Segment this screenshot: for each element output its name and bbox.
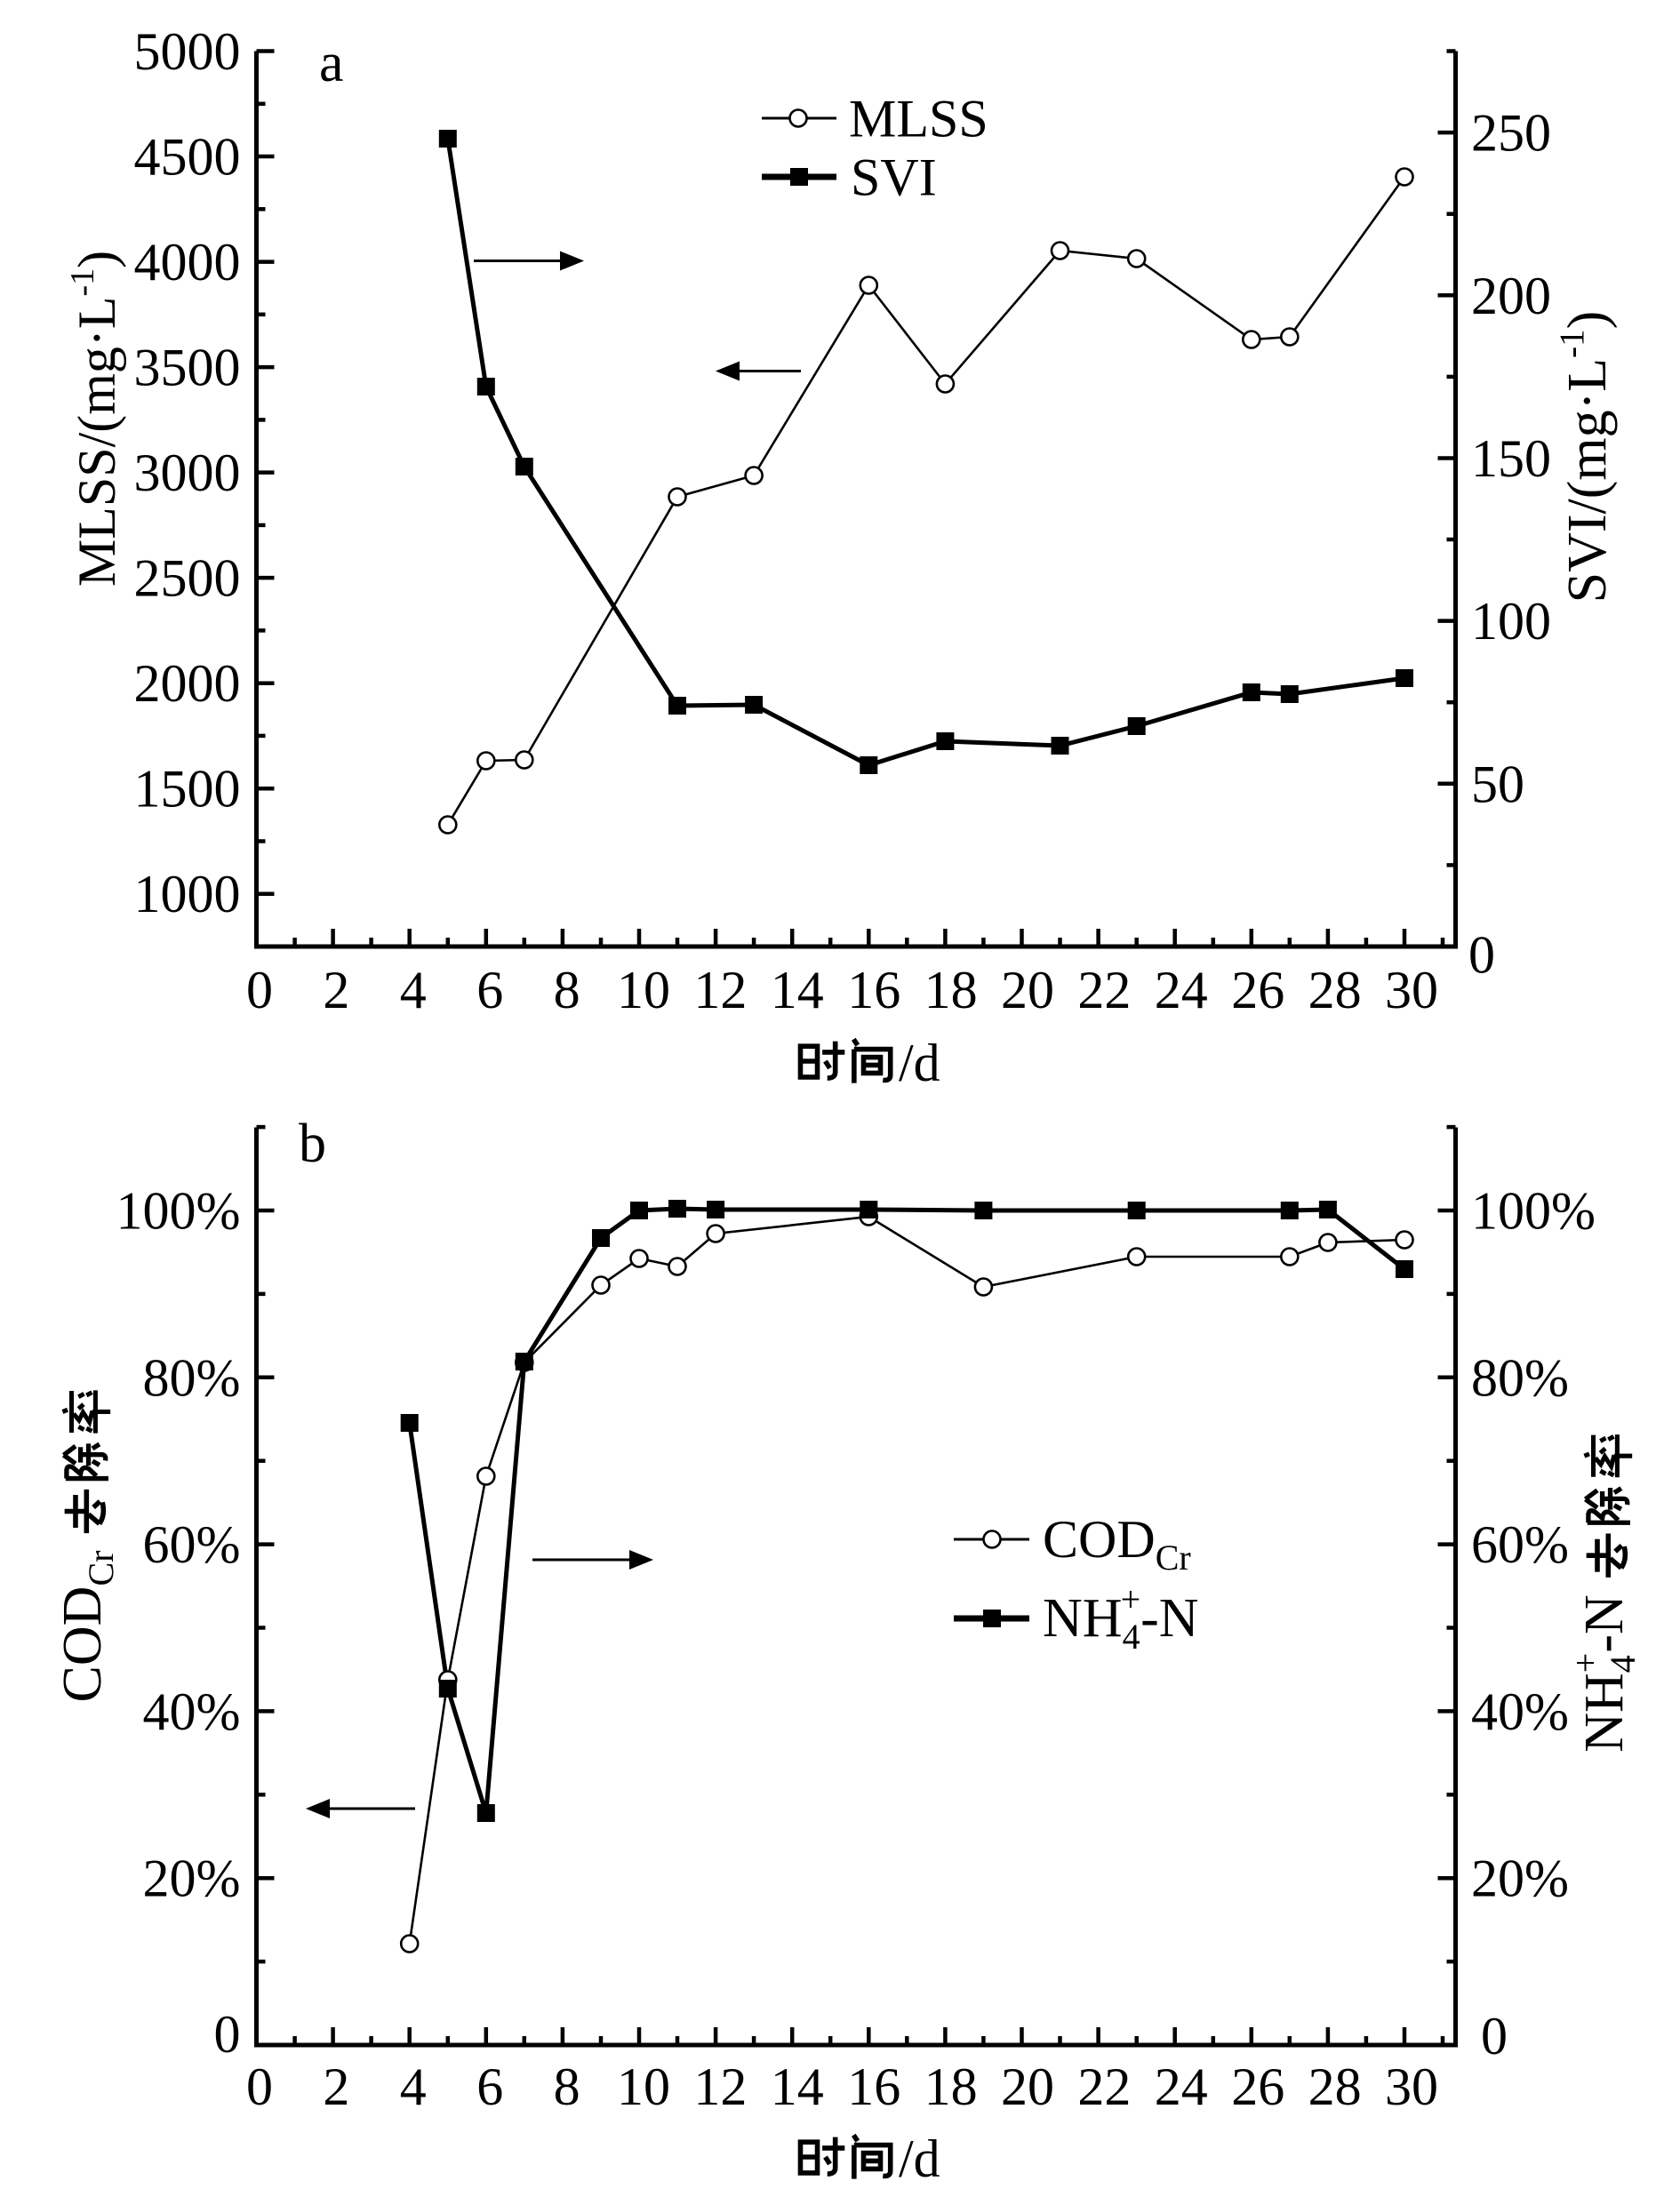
svg-text:3500: 3500 <box>134 339 241 397</box>
svg-text:2: 2 <box>323 961 349 1019</box>
svg-text:100%: 100% <box>1471 1182 1596 1241</box>
svg-text:26: 26 <box>1231 2057 1284 2116</box>
svg-text:1500: 1500 <box>134 760 241 819</box>
svg-text:4000: 4000 <box>134 233 241 292</box>
svg-text:26: 26 <box>1231 961 1284 1019</box>
svg-text:250: 250 <box>1471 104 1551 163</box>
svg-text:2000: 2000 <box>134 654 241 713</box>
svg-text:50: 50 <box>1471 755 1524 813</box>
svg-text:20: 20 <box>1001 2057 1054 2116</box>
svg-text:30: 30 <box>1385 961 1438 1019</box>
svg-text:4: 4 <box>1603 1655 1643 1673</box>
svg-text:3000: 3000 <box>134 443 241 502</box>
svg-text:0: 0 <box>246 961 273 1019</box>
svg-text:1000: 1000 <box>134 865 241 923</box>
svg-text:-N: -N <box>1574 1594 1635 1652</box>
svg-text:200: 200 <box>1471 267 1551 325</box>
svg-text:Cr: Cr <box>81 1551 121 1586</box>
svg-text:22: 22 <box>1077 2057 1131 2116</box>
svg-text:100%: 100% <box>116 1182 241 1241</box>
svg-text:10: 10 <box>617 961 670 1019</box>
svg-text:30: 30 <box>1385 2057 1438 2116</box>
svg-text:/d: /d <box>899 1034 940 1092</box>
svg-text:0: 0 <box>1481 2007 1508 2065</box>
svg-text:b: b <box>299 1114 326 1174</box>
svg-text:40%: 40% <box>143 1682 241 1741</box>
svg-text:28: 28 <box>1308 2057 1362 2116</box>
svg-text:18: 18 <box>924 2057 978 2116</box>
svg-text:150: 150 <box>1471 429 1551 488</box>
svg-text:+: + <box>1565 1653 1605 1674</box>
svg-text:4: 4 <box>400 2057 427 2116</box>
svg-text:NH4+-N: NH4+-N <box>1043 1579 1199 1657</box>
svg-text:COD: COD <box>52 1586 113 1703</box>
svg-text:8: 8 <box>554 2057 580 2116</box>
svg-text:4500: 4500 <box>134 128 241 187</box>
svg-text:10: 10 <box>617 2057 670 2116</box>
svg-text:CODCr: CODCr <box>1043 1510 1191 1578</box>
svg-text:a: a <box>319 33 344 93</box>
svg-text:60%: 60% <box>1471 1515 1569 1574</box>
svg-text:80%: 80% <box>1471 1348 1569 1407</box>
svg-text:18: 18 <box>924 961 978 1019</box>
svg-text:28: 28 <box>1308 961 1362 1019</box>
svg-text:100: 100 <box>1471 592 1551 651</box>
svg-text:4: 4 <box>400 961 427 1019</box>
svg-text:0: 0 <box>246 2057 273 2116</box>
svg-text:6: 6 <box>476 2057 503 2116</box>
svg-text:16: 16 <box>847 2057 900 2116</box>
svg-text:0: 0 <box>1468 926 1495 985</box>
svg-text:16: 16 <box>847 961 900 1019</box>
svg-text:/d: /d <box>899 2129 940 2188</box>
svg-text:12: 12 <box>693 2057 747 2116</box>
svg-text:SVI: SVI <box>851 148 937 207</box>
svg-text:24: 24 <box>1155 961 1208 1019</box>
svg-text:8: 8 <box>554 961 580 1019</box>
svg-text:20%: 20% <box>1471 1849 1569 1908</box>
svg-text:SVI/(mg·L-1): SVI/(mg·L-1) <box>1553 311 1618 603</box>
svg-text:2500: 2500 <box>134 549 241 608</box>
svg-text:80%: 80% <box>143 1348 241 1407</box>
svg-text:14: 14 <box>771 2057 824 2116</box>
svg-text:20%: 20% <box>143 1849 241 1908</box>
svg-text:20: 20 <box>1001 961 1054 1019</box>
svg-text:MLSS: MLSS <box>849 90 988 148</box>
svg-text:14: 14 <box>771 961 824 1019</box>
svg-text:24: 24 <box>1155 2057 1208 2116</box>
svg-text:6: 6 <box>476 961 503 1019</box>
svg-text:60%: 60% <box>143 1515 241 1574</box>
svg-text:12: 12 <box>693 961 747 1019</box>
svg-text:5000: 5000 <box>134 22 241 81</box>
svg-text:0: 0 <box>214 2005 241 2064</box>
svg-text:2: 2 <box>323 2057 349 2116</box>
svg-text:22: 22 <box>1077 961 1131 1019</box>
svg-text:NH: NH <box>1574 1673 1635 1753</box>
svg-text:40%: 40% <box>1471 1682 1569 1741</box>
svg-text:MLSS/(mg·L-1): MLSS/(mg·L-1) <box>64 251 126 587</box>
